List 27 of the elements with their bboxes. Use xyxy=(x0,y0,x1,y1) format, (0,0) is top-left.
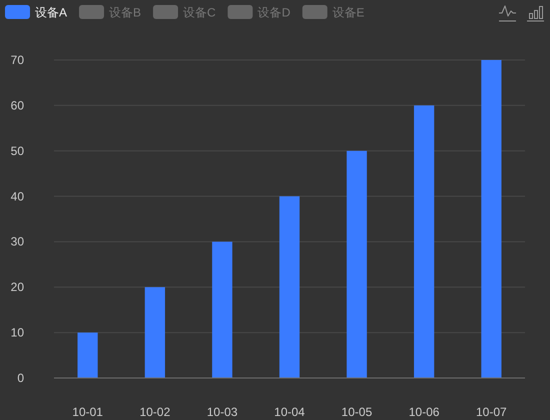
bar xyxy=(78,332,98,378)
y-tick-label: 60 xyxy=(10,98,24,112)
y-tick-label: 70 xyxy=(10,53,24,67)
y-tick-label: 10 xyxy=(10,326,24,340)
x-tick-label: 10-07 xyxy=(476,405,508,419)
x-tick-label: 10-03 xyxy=(206,405,238,419)
bar xyxy=(414,105,434,378)
y-tick-label: 50 xyxy=(10,144,24,158)
y-tick-label: 20 xyxy=(10,280,24,294)
legend-label: 设备D xyxy=(258,6,291,20)
y-tick-label: 30 xyxy=(10,234,24,249)
legend-label: 设备B xyxy=(109,6,142,20)
bar xyxy=(481,60,502,378)
bar xyxy=(144,287,166,378)
y-tick-label: 0 xyxy=(17,371,24,385)
x-tick-label: 10-01 xyxy=(72,405,104,419)
bar xyxy=(279,196,300,378)
x-tick-label: 10-02 xyxy=(140,405,171,419)
legend-label: 设备C xyxy=(183,6,216,20)
x-tick-label: 10-06 xyxy=(408,405,440,419)
bar xyxy=(212,242,232,378)
legend-label: 设备E xyxy=(332,6,364,20)
y-tick-label: 40 xyxy=(10,189,24,204)
bar xyxy=(346,150,367,378)
legend-label: 设备A xyxy=(35,6,68,20)
x-tick-label: 10-04 xyxy=(274,405,306,419)
x-tick-label: 10-05 xyxy=(341,405,372,419)
